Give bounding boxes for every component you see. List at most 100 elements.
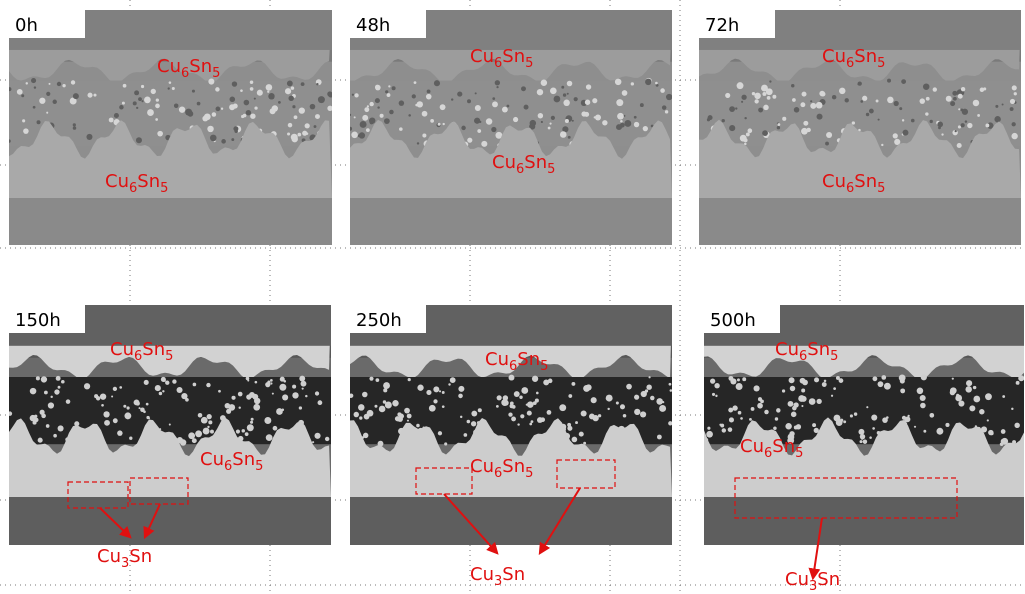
particle [581, 410, 587, 416]
formula-part: Sn [502, 564, 525, 585]
particle [139, 407, 141, 409]
particle [318, 96, 325, 103]
particle [819, 91, 825, 97]
cu-base [350, 198, 672, 245]
particle [159, 392, 162, 395]
particle [62, 84, 65, 87]
particle [460, 416, 462, 418]
formula-part: Sn [854, 171, 877, 192]
particle [113, 418, 118, 423]
particle [547, 410, 552, 415]
particle [884, 383, 891, 390]
particle [109, 118, 114, 123]
particle [801, 388, 805, 392]
particle [634, 122, 639, 127]
particle [920, 403, 926, 409]
particle [417, 101, 423, 107]
particle [354, 412, 359, 417]
particle [634, 116, 637, 119]
particle [955, 395, 962, 402]
particle [195, 430, 202, 437]
particle [362, 392, 368, 398]
particle [801, 128, 808, 135]
particle [973, 386, 976, 389]
particle [448, 383, 450, 385]
particle [712, 393, 715, 396]
particle [58, 425, 64, 431]
particle [507, 105, 510, 108]
particle [670, 389, 673, 392]
particle [301, 82, 305, 86]
particle [788, 401, 794, 407]
subscript: 5 [795, 446, 803, 461]
particle [136, 401, 140, 405]
particle [210, 430, 214, 434]
particle [571, 382, 575, 386]
particle [764, 410, 768, 414]
particle [789, 377, 795, 383]
particle [802, 92, 807, 97]
particle [315, 114, 320, 119]
particle [782, 117, 786, 121]
particle [165, 381, 169, 385]
subscript: 6 [224, 459, 232, 474]
particle [961, 87, 965, 91]
figure: 0hCu6Sn5Cu6Sn548hCu6Sn5Cu6Sn572hCu6Sn5Cu… [0, 0, 1025, 594]
particle [475, 92, 477, 94]
particle [586, 84, 591, 89]
particle [7, 139, 10, 142]
particle [34, 86, 36, 88]
particle [147, 109, 154, 116]
particle [816, 102, 823, 109]
particle [433, 386, 439, 392]
particle [38, 438, 43, 443]
particle [938, 126, 941, 129]
subscript: 6 [181, 66, 189, 81]
subscript: 5 [540, 359, 548, 374]
particle [733, 408, 736, 411]
particle [850, 414, 853, 417]
particle [177, 387, 183, 393]
particle [257, 90, 263, 96]
particle [348, 127, 352, 131]
particle [568, 394, 572, 398]
particle [299, 406, 302, 409]
particle [231, 396, 235, 400]
particle [374, 405, 377, 408]
particle [559, 404, 566, 411]
particle [422, 134, 426, 138]
particle [785, 423, 791, 429]
particle [953, 97, 957, 101]
particle [985, 393, 992, 400]
particle [457, 91, 462, 96]
particle [392, 86, 396, 90]
particle [458, 394, 463, 399]
particle [650, 396, 654, 400]
cu-base [350, 497, 672, 545]
particle [119, 386, 122, 389]
particle [620, 120, 623, 123]
subscript: 6 [799, 349, 807, 364]
particle [961, 123, 965, 127]
particle [352, 94, 354, 96]
particle [631, 82, 634, 85]
particle [404, 408, 410, 414]
particle [824, 380, 827, 383]
particle [737, 82, 744, 89]
particle [833, 387, 836, 390]
particle [572, 120, 574, 122]
particle [492, 101, 498, 107]
particle [207, 126, 213, 132]
particle [531, 420, 534, 423]
particle [434, 80, 440, 86]
particle [206, 383, 210, 387]
particle [185, 398, 189, 402]
particle [575, 421, 578, 424]
particle [314, 433, 320, 439]
particle [242, 429, 245, 432]
particle [254, 98, 256, 100]
particle [407, 414, 412, 419]
subscript: 6 [846, 56, 854, 71]
particle [729, 106, 735, 112]
subscript: 5 [160, 181, 168, 196]
